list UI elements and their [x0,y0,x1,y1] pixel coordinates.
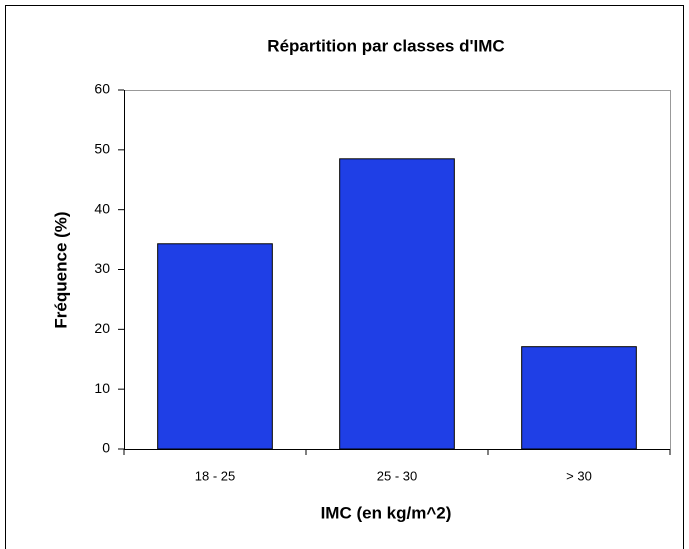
y-tick-label: 60 [94,81,110,97]
y-tick-label: 40 [94,200,110,216]
x-tick-label: 18 - 25 [195,468,235,483]
x-tick-label: 25 - 30 [377,468,417,483]
y-tick-label: 20 [94,320,110,336]
bar [521,346,637,450]
y-tick-label: 50 [94,141,110,157]
y-tick-label: 0 [102,440,110,456]
y-axis-label: Fréquence (%) [51,211,70,328]
x-axis-label: IMC (en kg/m^2) [321,503,452,522]
bar [339,158,455,450]
x-tick-label: > 30 [566,468,592,483]
chart-title: Répartition par classes d'IMC [267,36,504,55]
y-tick-label: 10 [94,380,110,396]
plot-border [124,90,671,449]
y-tick-label: 30 [94,260,110,276]
bar [157,243,273,450]
